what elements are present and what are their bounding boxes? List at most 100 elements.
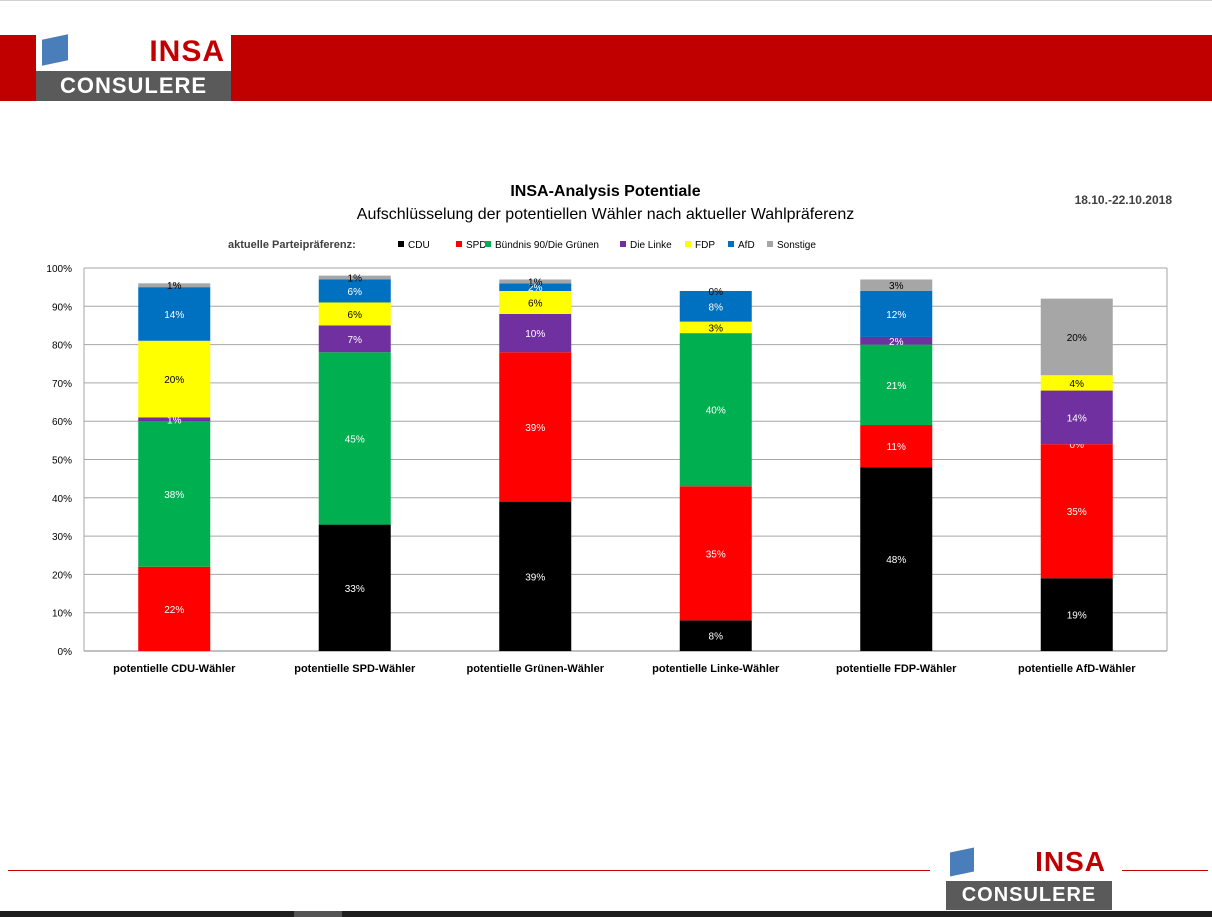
bar-data-label: 3% xyxy=(709,323,724,334)
bar-segment xyxy=(1040,375,1113,391)
bar-segment xyxy=(318,302,391,326)
bar-segment xyxy=(318,524,391,651)
y-tick-label: 100% xyxy=(46,264,72,275)
bar-segment xyxy=(138,283,211,288)
bar-data-label: 8% xyxy=(709,632,724,643)
bar-data-label: 39% xyxy=(525,423,545,434)
legend-swatch xyxy=(685,241,691,247)
footer-logo: INSA CONSULERE xyxy=(946,846,1112,910)
bar-segment xyxy=(318,325,391,353)
bar-data-label: 1% xyxy=(167,415,182,426)
bar-data-label: 45% xyxy=(345,434,365,445)
bar-segment xyxy=(1040,390,1113,445)
bar-data-label: 10% xyxy=(525,329,545,340)
legend-swatch xyxy=(398,241,404,247)
y-tick-label: 90% xyxy=(52,302,72,313)
y-tick-label: 40% xyxy=(52,494,72,505)
chart-title: INSA-Analysis Potentiale xyxy=(510,183,700,200)
bar-data-label: 39% xyxy=(525,572,545,583)
bar-data-label: 0% xyxy=(1070,440,1085,451)
legend-label: FDP xyxy=(695,240,715,251)
bottom-bar-accent xyxy=(294,911,342,917)
logo-consulere-text: CONSULERE xyxy=(946,881,1112,910)
bar-data-label: 12% xyxy=(886,310,906,321)
bar-segment xyxy=(499,290,572,314)
bar-data-label: 11% xyxy=(887,442,906,453)
x-category-label: potentielle AfD-Wähler xyxy=(1018,663,1136,675)
legend-swatch xyxy=(728,241,734,247)
bar-data-label: 40% xyxy=(706,406,726,417)
y-tick-label: 10% xyxy=(52,609,72,620)
bar-segment xyxy=(138,417,211,422)
x-category-label: potentielle SPD-Wähler xyxy=(294,663,416,675)
bar-segment xyxy=(499,501,572,651)
bar-data-label: 6% xyxy=(348,287,363,298)
x-category-label: potentielle CDU-Wähler xyxy=(113,663,236,675)
bar-segment xyxy=(679,620,752,651)
bar-data-label: 19% xyxy=(1067,611,1087,622)
x-category-label: potentielle FDP-Wähler xyxy=(836,663,957,675)
bar-segment xyxy=(860,425,933,468)
y-tick-label: 30% xyxy=(52,532,72,543)
bar-segment xyxy=(499,352,572,502)
bar-segment xyxy=(499,283,572,291)
bar-data-label: 1% xyxy=(528,277,543,288)
bar-segment xyxy=(499,313,572,353)
legend-label: Die Linke xyxy=(630,240,672,251)
bar-segment xyxy=(1040,298,1113,376)
chart-subtitle: Aufschlüsselung der potentiellen Wähler … xyxy=(357,206,854,223)
legend-swatch xyxy=(620,241,626,247)
bar-segment xyxy=(499,279,572,284)
bar-data-label: 14% xyxy=(164,310,184,321)
bar-segment xyxy=(138,566,211,651)
bar-segment xyxy=(860,344,933,426)
bar-segment xyxy=(679,290,752,322)
bar-data-label: 20% xyxy=(164,375,184,386)
legend-label: AfD xyxy=(738,240,755,251)
bar-segment xyxy=(138,287,211,341)
bar-segment xyxy=(318,275,391,280)
bar-data-label: 21% xyxy=(886,381,906,392)
bar-segment xyxy=(679,321,752,334)
logo-insa-text: INSA xyxy=(149,34,225,68)
bar-segment xyxy=(318,279,391,303)
bar-data-label: 4% xyxy=(1070,379,1085,390)
bar-segment xyxy=(860,467,933,651)
bar-data-label: 48% xyxy=(886,555,906,566)
logo-consulere-text: CONSULERE xyxy=(36,71,231,101)
legend-swatch xyxy=(456,241,462,247)
x-category-label: potentielle Linke-Wähler xyxy=(652,663,780,675)
bar-segment xyxy=(860,279,933,291)
bar-segment xyxy=(318,352,391,525)
legend-swatch xyxy=(767,241,773,247)
bar-segment xyxy=(679,486,752,621)
x-category-label: potentielle Grünen-Wähler xyxy=(466,663,604,675)
bar-data-label: 0% xyxy=(709,287,724,298)
bar-data-label: 35% xyxy=(706,549,726,560)
bar-segment xyxy=(138,340,211,418)
bar-data-label: 1% xyxy=(348,274,363,285)
y-tick-label: 50% xyxy=(52,456,72,467)
legend-label: SPD xyxy=(466,240,487,251)
bar-segment xyxy=(860,336,933,345)
bar-data-label: 1% xyxy=(167,281,182,292)
bar-data-label: 22% xyxy=(164,605,184,616)
y-tick-label: 60% xyxy=(52,417,72,428)
bar-segment xyxy=(860,290,933,337)
bottom-bar xyxy=(0,911,1212,917)
bar-data-label: 6% xyxy=(528,298,543,309)
legend-title: aktuelle Parteipräferenz: xyxy=(228,239,356,251)
y-tick-label: 0% xyxy=(58,647,73,658)
bar-segment xyxy=(679,333,752,487)
bar-data-label: 3% xyxy=(889,281,904,292)
y-tick-label: 80% xyxy=(52,341,72,352)
legend-label: Bündnis 90/Die Grünen xyxy=(495,240,599,251)
legend-label: CDU xyxy=(408,240,430,251)
bar-data-label: 20% xyxy=(1067,333,1087,344)
logo-insa-text: INSA xyxy=(1035,846,1106,877)
top-divider xyxy=(0,0,1212,1)
bar-data-label: 38% xyxy=(164,490,184,501)
bar-data-label: 7% xyxy=(348,335,363,346)
chart-date: 18.10.-22.10.2018 xyxy=(1075,193,1173,207)
